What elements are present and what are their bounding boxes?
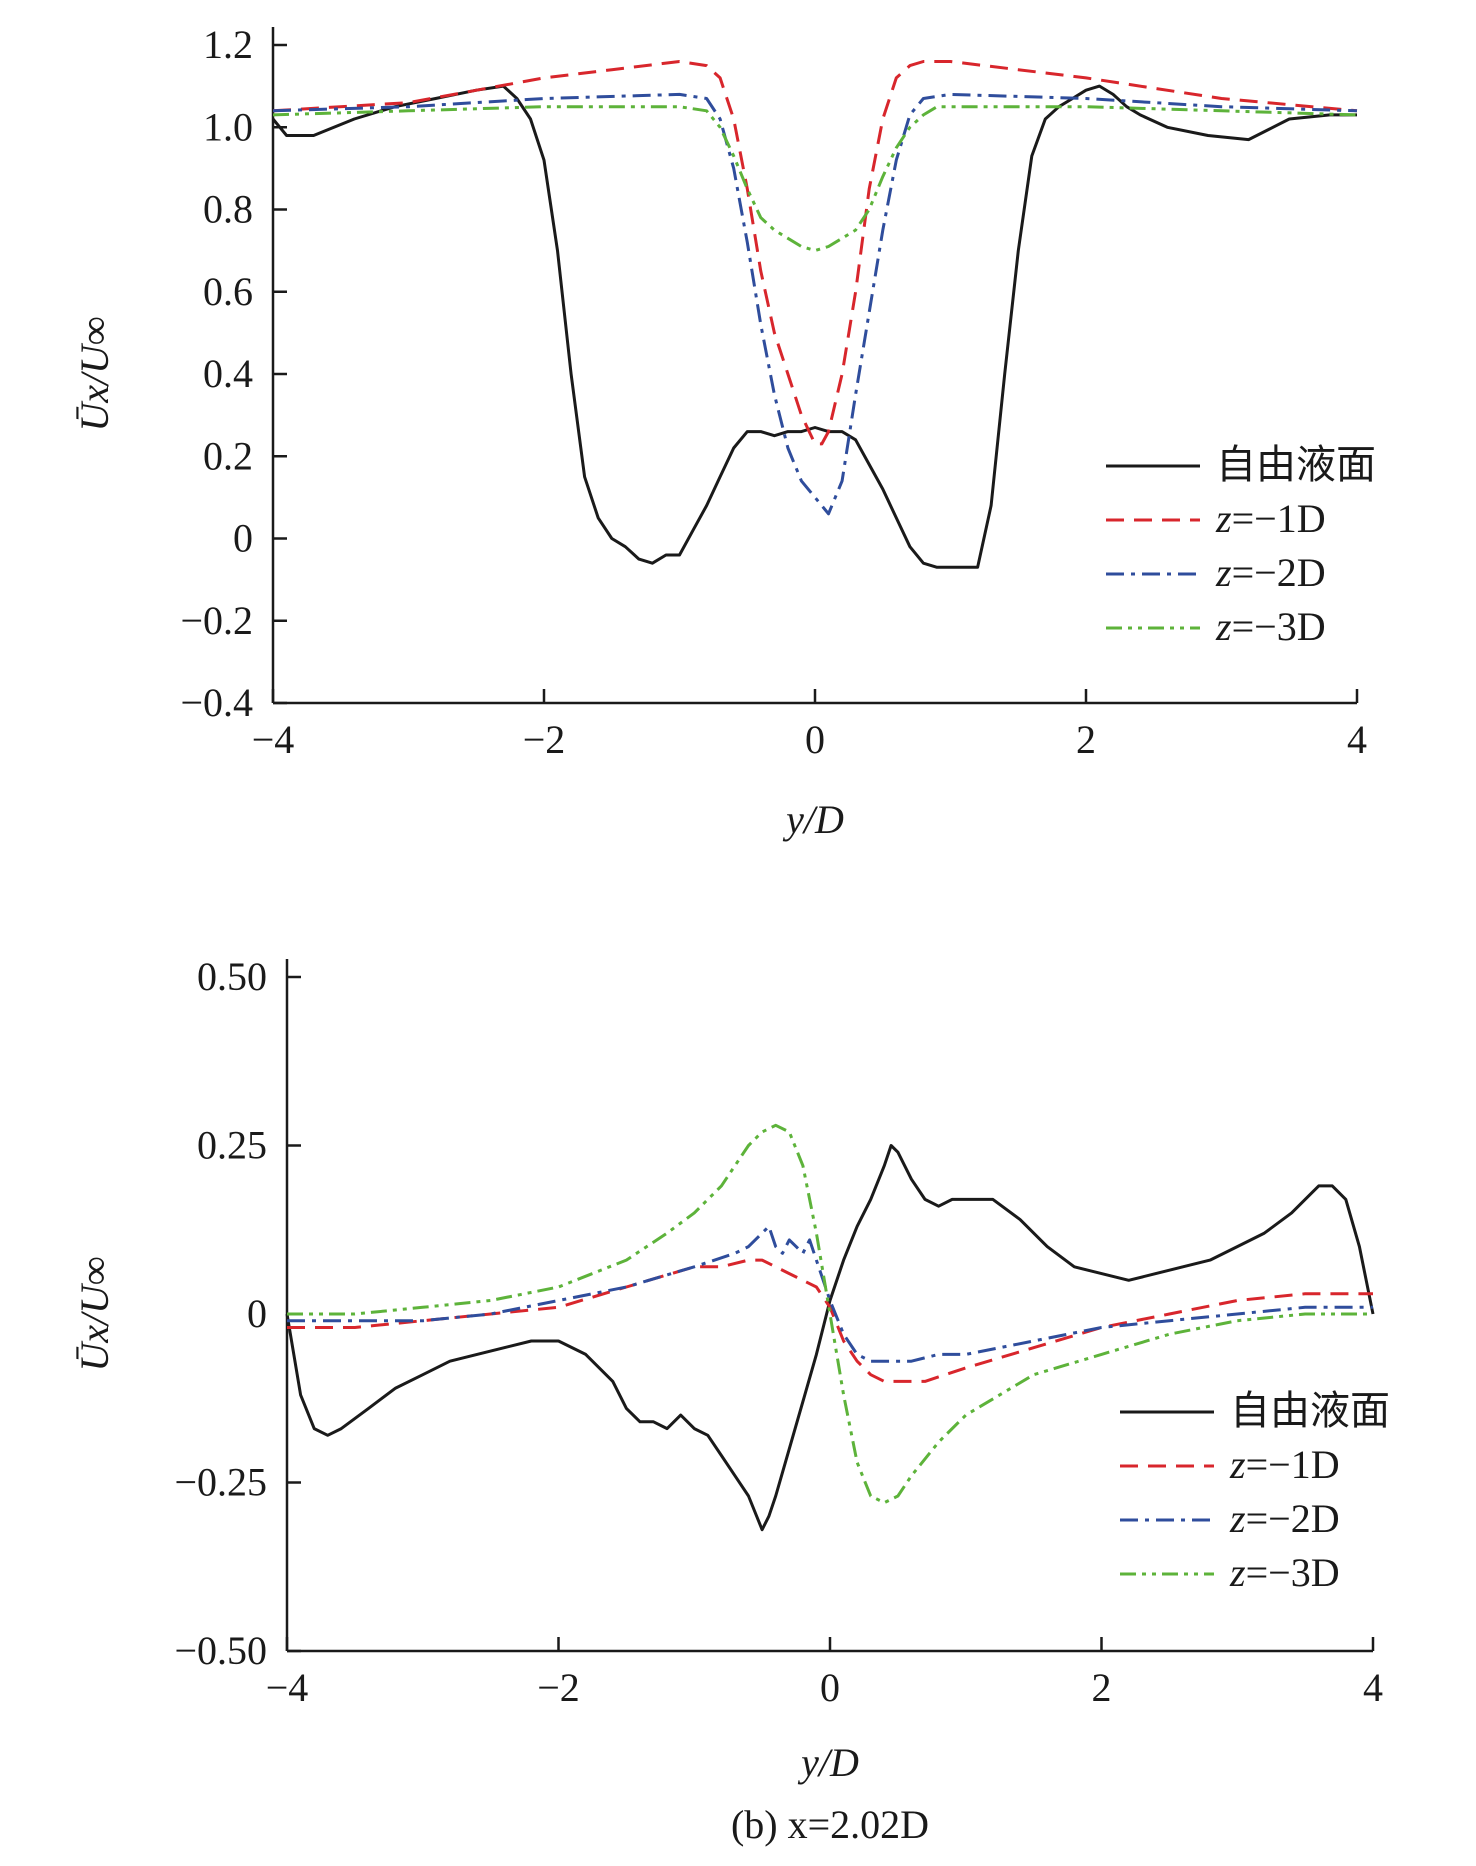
- legend-label: 自由液面: [1230, 1388, 1390, 1433]
- y-axis-label: Ūx/U∞: [72, 316, 117, 431]
- y-tick-label: −0.2: [180, 598, 253, 643]
- y-tick-label: 1.2: [203, 22, 253, 67]
- legend-label: z=−1D: [1229, 1442, 1340, 1487]
- series-line-solid: [285, 1144, 1375, 1532]
- y-tick-label: −0.50: [174, 1628, 267, 1673]
- legend: 自由液面 z=−1D z=−2D z=−3D: [1106, 442, 1376, 649]
- legend-label: z=−2D: [1229, 1496, 1340, 1541]
- y-tick-label: 0.2: [203, 433, 253, 478]
- x-tick-label: 2: [1092, 1665, 1112, 1710]
- legend-label: z=−3D: [1229, 1550, 1340, 1595]
- x-tick-label: −2: [537, 1665, 580, 1710]
- y-tick-label: 1.0: [203, 104, 253, 149]
- y-tick-label: 0: [247, 1291, 267, 1336]
- chart-top: −0.4 −0.2 0 0.2 0.4 0.6 0.8 1.0 1.2 −4 −2 0 2 4 y/D Ūx/…: [72, 22, 1376, 842]
- legend-label: z=−3D: [1215, 604, 1326, 649]
- legend-label: z=−1D: [1215, 496, 1326, 541]
- series-line-dashed: [272, 60, 1358, 446]
- y-tick-label: −0.4: [180, 680, 253, 725]
- y-tick-label: 0.4: [203, 351, 253, 396]
- y-tick-label: 0: [233, 516, 253, 561]
- chart-bottom: −0.50 −0.25 0 0.25 0.50 −4 −2 0 2 4 y/D Ūx/U∞ 自由液面 z=…: [72, 954, 1390, 1847]
- y-tick-label: 0.8: [203, 187, 253, 232]
- series-line-dashdot: [287, 1224, 1373, 1363]
- x-tick-label: 0: [820, 1665, 840, 1710]
- series-line-dashed: [287, 1258, 1373, 1383]
- x-tick-label: −2: [523, 717, 566, 762]
- x-tick-label: −4: [266, 1665, 309, 1710]
- x-tick-label: 4: [1363, 1665, 1383, 1710]
- legend: 自由液面 z=−1D z=−2D z=−3D: [1120, 1388, 1390, 1595]
- x-axis-label: y/D: [797, 1740, 859, 1785]
- y-axis-label: Ūx/U∞: [72, 1256, 117, 1371]
- x-tick-label: 4: [1347, 717, 1367, 762]
- series-line-dashdot: [272, 92, 1358, 516]
- y-tick-label: 0.25: [197, 1123, 267, 1168]
- x-tick-label: −4: [252, 717, 295, 762]
- legend-label: 自由液面: [1216, 442, 1376, 487]
- x-tick-label: 0: [805, 717, 825, 762]
- figure-caption: (b) x=2.02D: [731, 1802, 929, 1847]
- x-axis-label: y/D: [782, 797, 844, 842]
- series-line-solid: [271, 84, 1357, 569]
- legend-label: z=−2D: [1215, 550, 1326, 595]
- series-line-dashdotdot: [272, 105, 1358, 253]
- y-tick-label: 0.50: [197, 954, 267, 999]
- series-line-dashdotdot: [287, 1123, 1373, 1505]
- y-tick-label: −0.25: [174, 1460, 267, 1505]
- y-tick-label: 0.6: [203, 269, 253, 314]
- x-tick-label: 2: [1076, 717, 1096, 762]
